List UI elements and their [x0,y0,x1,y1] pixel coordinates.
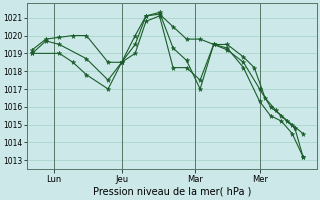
X-axis label: Pression niveau de la mer( hPa ): Pression niveau de la mer( hPa ) [92,187,251,197]
